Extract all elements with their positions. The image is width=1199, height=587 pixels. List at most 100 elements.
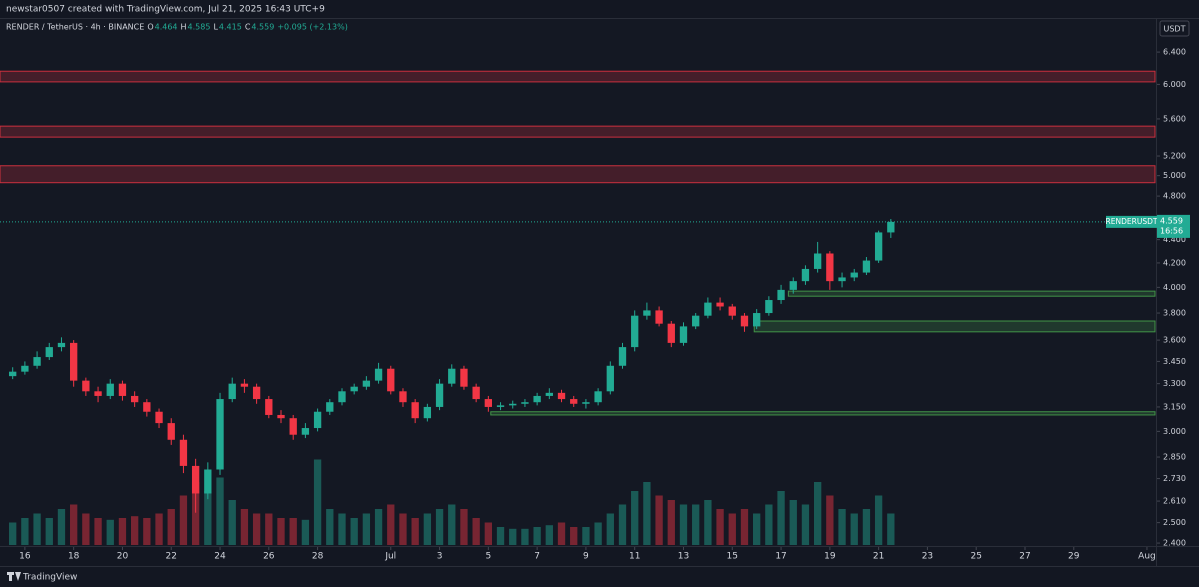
candle-body — [399, 391, 407, 403]
candle-body — [606, 365, 614, 392]
x-tick-label: 16 — [19, 552, 31, 562]
ohlc-key: H — [181, 23, 187, 32]
candle-body — [423, 406, 432, 419]
x-tick-label: Aug — [1138, 552, 1156, 562]
volume-bar — [618, 504, 627, 545]
zone — [0, 165, 1156, 184]
candle-body — [106, 383, 114, 396]
volume-bar — [582, 527, 590, 545]
candle-body — [167, 423, 175, 440]
candle-body — [765, 300, 773, 314]
volume-bar — [679, 504, 688, 545]
volume-bar — [179, 495, 188, 545]
y-tick-label: 5.200 — [1163, 152, 1186, 161]
change: +0.095 (+2.13%) — [277, 23, 348, 32]
volume-bar — [435, 509, 444, 545]
volume-bar — [350, 518, 358, 545]
candle-body — [155, 411, 163, 424]
brand: TradingView — [22, 573, 77, 583]
y-tick-label: 2.730 — [1163, 474, 1186, 483]
volume-bar — [94, 518, 102, 545]
volume-bar — [448, 504, 456, 545]
ohlc-value: 4.464 — [155, 23, 178, 32]
x-tick-label: 23 — [922, 552, 933, 562]
ohlc-key: C — [245, 23, 251, 32]
candle-body — [265, 399, 273, 415]
candle-body — [33, 357, 41, 366]
zone — [0, 125, 1156, 138]
candle-body — [448, 368, 456, 384]
ohlc-value: 4.585 — [188, 23, 211, 32]
ohlc-key: L — [213, 23, 218, 32]
volume-bar — [484, 522, 493, 545]
currency-box[interactable] — [1159, 20, 1190, 37]
zone — [490, 411, 1156, 416]
candle-body — [582, 402, 590, 404]
candle-body — [82, 380, 90, 392]
volume-bar — [606, 513, 614, 545]
x-tick-label: 3 — [437, 552, 443, 562]
volume-bar — [277, 518, 285, 545]
y-tick-label: 3.800 — [1163, 309, 1186, 318]
candle-body — [9, 371, 17, 377]
volume-bar — [765, 504, 773, 545]
y-tick-label: 4.800 — [1163, 192, 1186, 201]
volume-bar — [33, 513, 41, 545]
symbol: RENDER / TetherUS · 4h · BINANCE — [6, 23, 144, 32]
volume-bar — [326, 509, 334, 545]
volume-bar — [838, 509, 846, 545]
candle-body — [240, 383, 249, 387]
candle-body — [130, 395, 139, 403]
y-tick-label: 3.450 — [1163, 357, 1186, 366]
candle-body — [813, 253, 822, 269]
x-tick-label: 18 — [68, 552, 80, 562]
candle-body — [484, 399, 493, 407]
candle-body — [350, 386, 358, 392]
price-tag-value: 4.559 — [1160, 216, 1183, 225]
volume-bar — [423, 513, 432, 545]
volume-bar — [460, 509, 468, 545]
x-tick-label: 5 — [485, 552, 491, 562]
volume-bar — [313, 459, 322, 545]
y-tick-label: 2.400 — [1163, 539, 1186, 548]
y-tick-label: 2.610 — [1163, 497, 1186, 506]
candle-body — [362, 380, 371, 387]
volume-bar — [655, 495, 663, 545]
candle-body — [801, 268, 810, 282]
candle-body — [826, 253, 834, 282]
y-tick-label: 5.000 — [1163, 171, 1186, 180]
x-tick-label: 26 — [263, 552, 275, 562]
candle-body — [643, 310, 651, 316]
volume-bar — [167, 509, 175, 545]
volume-bar — [753, 513, 761, 545]
volume-bar — [399, 513, 407, 545]
x-tick-label: 15 — [727, 552, 738, 562]
x-tick-label: 27 — [1019, 552, 1030, 562]
candle-body — [618, 347, 627, 366]
candle-body — [411, 402, 419, 419]
volume-bar — [191, 482, 200, 545]
candle-body — [679, 326, 688, 343]
y-tick-label: 4.200 — [1163, 258, 1186, 267]
candle-body — [70, 342, 78, 381]
x-tick-label: 7 — [534, 552, 540, 562]
volume-bar — [21, 518, 29, 545]
volume-bar — [874, 495, 883, 545]
volume-bar — [411, 518, 419, 545]
candle-body — [753, 313, 761, 327]
volume-bar — [557, 522, 566, 545]
candle-body — [789, 281, 797, 290]
zone — [787, 290, 1156, 297]
volume-bar — [265, 513, 273, 545]
x-tick-label: 25 — [970, 552, 981, 562]
candle-body — [692, 315, 700, 327]
volume-bar — [862, 509, 871, 545]
candle-body — [277, 414, 285, 419]
volume-bar — [9, 522, 17, 545]
volume-bar — [57, 509, 66, 545]
x-tick-label: 17 — [775, 552, 786, 562]
currency[interactable]: USDT — [1164, 25, 1186, 34]
y-tick-label: 4.000 — [1163, 283, 1186, 292]
candle-body — [704, 302, 712, 316]
